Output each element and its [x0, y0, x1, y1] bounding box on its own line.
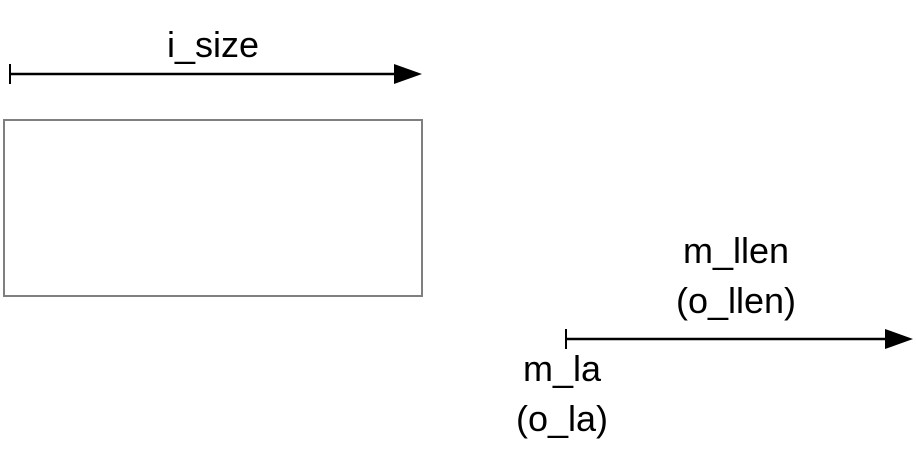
i-size-arrow-head [394, 64, 422, 84]
m-la-label: m_la [522, 348, 602, 389]
i-size-arrow [9, 64, 422, 84]
o-llen-label: (o_llen) [675, 280, 797, 321]
m-llen-arrow-head [885, 329, 913, 349]
o-la-label: (o_la) [515, 398, 609, 439]
m-llen-label: m_llen [682, 230, 790, 271]
m-llen-arrow [565, 329, 913, 349]
i-size-label: i_size [166, 24, 260, 65]
i-size-box [3, 119, 423, 297]
